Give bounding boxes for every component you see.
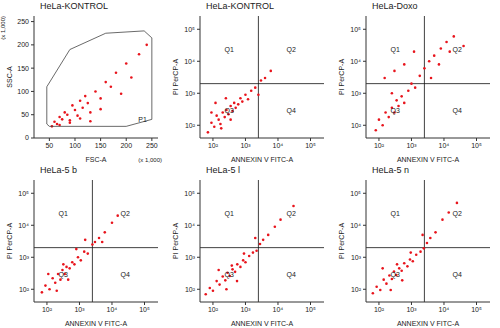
- svg-text:10⁵: 10⁵: [305, 142, 316, 149]
- svg-text:10²: 10²: [208, 142, 219, 149]
- svg-text:10⁵: 10⁵: [350, 26, 361, 33]
- svg-text:10⁵: 10⁵: [184, 190, 195, 197]
- svg-text:10²: 10²: [351, 286, 362, 293]
- svg-text:10³: 10³: [240, 306, 251, 313]
- svg-text:10³: 10³: [19, 254, 30, 261]
- svg-text:10⁴: 10⁴: [439, 142, 450, 149]
- svg-text:Q1: Q1: [391, 210, 400, 218]
- svg-text:10⁴: 10⁴: [184, 58, 195, 65]
- svg-text:Q2: Q2: [453, 210, 462, 218]
- svg-text:Q4: Q4: [121, 271, 130, 279]
- html-text:HeLa-KONTROL: HeLa-KONTROL: [206, 1, 274, 11]
- svg-text:200: 200: [120, 142, 132, 149]
- svg-text:100: 100: [69, 142, 81, 149]
- svg-text:Q4: Q4: [453, 107, 462, 115]
- svg-text:PI PerCP-A: PI PerCP-A: [172, 59, 179, 96]
- svg-text:50: 50: [45, 142, 53, 149]
- svg-text:10³: 10³: [406, 306, 417, 313]
- svg-text:200: 200: [17, 41, 29, 48]
- html-text:HeLa-5 l: HeLa-5 l: [206, 165, 240, 175]
- svg-text:Q2: Q2: [453, 46, 462, 54]
- svg-text:10²: 10²: [374, 306, 385, 313]
- html-text:HeLa-5 n: HeLa-5 n: [372, 165, 409, 175]
- html-text:HeLa-Doxo: HeLa-Doxo: [372, 1, 418, 11]
- svg-text:10³: 10³: [185, 90, 196, 97]
- svg-text:Q1: Q1: [225, 210, 234, 218]
- svg-text:FSC-A: FSC-A: [86, 156, 107, 163]
- svg-text:ANNEXIN V FITC-A: ANNEXIN V FITC-A: [231, 156, 294, 163]
- svg-text:10²: 10²: [351, 122, 362, 129]
- svg-text:10³: 10³: [351, 90, 362, 97]
- svg-text:10⁵: 10⁵: [305, 306, 316, 313]
- svg-text:Q4: Q4: [287, 107, 296, 115]
- svg-text:250: 250: [146, 142, 158, 149]
- svg-text:10⁵: 10⁵: [350, 190, 361, 197]
- svg-text:Q1: Q1: [59, 210, 68, 218]
- svg-text:Q2: Q2: [287, 46, 296, 54]
- svg-text:10²: 10²: [19, 286, 30, 293]
- svg-text:10⁵: 10⁵: [139, 306, 150, 313]
- svg-text:10⁴: 10⁴: [107, 306, 118, 313]
- svg-text:250: 250: [17, 18, 29, 25]
- svg-text:Q3: Q3: [391, 107, 400, 115]
- svg-text:Q3: Q3: [59, 271, 68, 279]
- svg-text:150: 150: [95, 142, 107, 149]
- svg-text:10²: 10²: [185, 286, 196, 293]
- html-text:(x 1,000): (x 1,000): [138, 157, 162, 163]
- svg-text:10⁵: 10⁵: [471, 306, 482, 313]
- svg-text:SSC-A: SSC-A: [8, 66, 13, 88]
- svg-text:ANNEXIN V FITC-A: ANNEXIN V FITC-A: [397, 320, 460, 327]
- svg-text:10³: 10³: [185, 254, 196, 261]
- svg-text:10²: 10²: [185, 122, 196, 129]
- svg-text:10³: 10³: [74, 306, 85, 313]
- svg-text:10³: 10³: [406, 142, 417, 149]
- svg-text:Q3: Q3: [391, 271, 400, 279]
- svg-text:10⁴: 10⁴: [350, 58, 361, 65]
- svg-text:Q2: Q2: [121, 210, 130, 218]
- html-text:(x 1,000): (x 1,000): [0, 16, 6, 40]
- svg-text:PI PerCP-A: PI PerCP-A: [338, 223, 345, 260]
- svg-text:Q1: Q1: [225, 46, 234, 54]
- svg-text:100: 100: [17, 88, 29, 95]
- svg-text:Q2: Q2: [287, 210, 296, 218]
- svg-text:10⁴: 10⁴: [18, 222, 29, 229]
- svg-text:PI PerCP-A: PI PerCP-A: [172, 223, 179, 260]
- svg-text:Q3: Q3: [225, 271, 234, 279]
- svg-text:10²: 10²: [42, 306, 53, 313]
- svg-text:150: 150: [17, 65, 29, 72]
- svg-text:10⁵: 10⁵: [18, 190, 29, 197]
- svg-text:10⁴: 10⁴: [273, 306, 284, 313]
- svg-text:0: 0: [25, 134, 29, 141]
- svg-text:PI PerCP-A: PI PerCP-A: [338, 59, 345, 96]
- svg-text:10³: 10³: [240, 142, 251, 149]
- svg-text:10⁴: 10⁴: [439, 306, 450, 313]
- svg-text:Q4: Q4: [453, 271, 462, 279]
- svg-text:50: 50: [21, 111, 29, 118]
- svg-text:10²: 10²: [374, 142, 385, 149]
- svg-text:10⁵: 10⁵: [471, 142, 482, 149]
- html-text:HeLa-5 b: HeLa-5 b: [40, 165, 77, 175]
- svg-text:Q1: Q1: [391, 46, 400, 54]
- svg-text:ANNEXIN V FITC-A: ANNEXIN V FITC-A: [65, 320, 128, 327]
- svg-text:10³: 10³: [351, 254, 362, 261]
- svg-text:P1: P1: [138, 116, 147, 123]
- svg-text:PI PerCP-A: PI PerCP-A: [8, 223, 13, 260]
- svg-text:ANNEXIN V FITC-A: ANNEXIN V FITC-A: [397, 156, 460, 163]
- svg-text:10⁴: 10⁴: [273, 142, 284, 149]
- svg-text:10²: 10²: [208, 306, 219, 313]
- svg-text:10⁴: 10⁴: [350, 222, 361, 229]
- svg-text:10⁴: 10⁴: [184, 222, 195, 229]
- svg-text:Q4: Q4: [287, 271, 296, 279]
- svg-text:ANNEXIN V FITC-A: ANNEXIN V FITC-A: [231, 320, 294, 327]
- svg-text:Q3: Q3: [225, 107, 234, 115]
- html-text:HeLa-KONTROL: HeLa-KONTROL: [40, 1, 108, 11]
- svg-text:10⁵: 10⁵: [184, 26, 195, 33]
